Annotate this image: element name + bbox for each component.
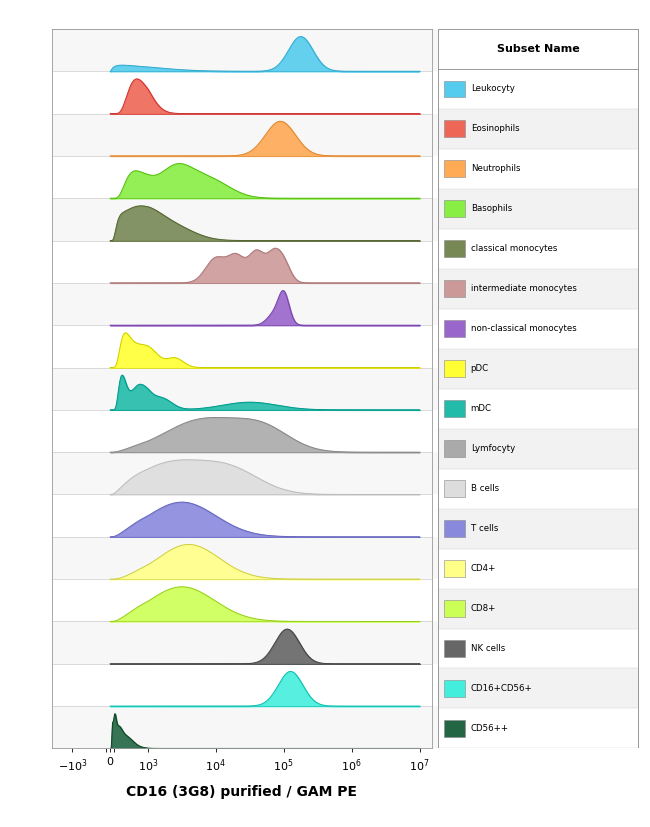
Bar	[438, 709, 638, 748]
Bar	[52, 495, 508, 537]
Text: Lymfocyty: Lymfocyty	[471, 444, 515, 453]
Bar	[52, 367, 508, 410]
Bar	[444, 320, 465, 337]
Text: B cells: B cells	[471, 484, 499, 493]
Bar	[444, 80, 465, 98]
Bar	[52, 29, 508, 71]
Bar	[52, 706, 508, 748]
Bar	[438, 269, 638, 308]
Text: Neutrophils: Neutrophils	[471, 165, 520, 174]
Bar	[444, 560, 465, 577]
Bar	[438, 189, 638, 229]
Bar	[438, 229, 638, 269]
Bar	[52, 156, 508, 198]
Bar	[444, 640, 465, 657]
Bar	[438, 589, 638, 629]
Bar	[438, 149, 638, 189]
Bar	[438, 349, 638, 389]
Bar	[444, 720, 465, 737]
Bar	[52, 283, 508, 325]
Text: classical monocytes: classical monocytes	[471, 244, 557, 253]
Bar	[52, 113, 508, 156]
Text: NK cells: NK cells	[471, 644, 505, 653]
Text: CD56++: CD56++	[471, 724, 509, 733]
Bar	[438, 308, 638, 349]
Bar	[52, 452, 508, 495]
Bar	[52, 71, 508, 113]
Text: Eosinophils: Eosinophils	[471, 124, 519, 133]
Bar	[52, 410, 508, 452]
Text: mDC: mDC	[471, 404, 491, 414]
Bar	[444, 160, 465, 177]
Bar	[438, 548, 638, 589]
Bar	[52, 241, 508, 283]
Bar	[444, 680, 465, 697]
Text: Subset Name: Subset Name	[497, 44, 579, 54]
Bar	[438, 109, 638, 149]
Text: pDC: pDC	[471, 364, 489, 373]
Bar	[444, 440, 465, 457]
Text: CD8+: CD8+	[471, 604, 496, 613]
Bar	[438, 69, 638, 109]
X-axis label: CD16 (3G8) purified / GAM PE: CD16 (3G8) purified / GAM PE	[126, 785, 358, 799]
Bar	[444, 121, 465, 137]
Bar	[444, 200, 465, 218]
Bar	[438, 389, 638, 428]
Bar	[438, 29, 638, 69]
Text: intermediate monocytes: intermediate monocytes	[471, 284, 577, 294]
Bar	[438, 428, 638, 469]
Bar	[444, 280, 465, 297]
Text: Basophils: Basophils	[471, 204, 512, 213]
Text: CD4+: CD4+	[471, 564, 496, 573]
Bar	[52, 325, 508, 367]
Text: T cells: T cells	[471, 524, 498, 533]
Bar	[52, 198, 508, 241]
Bar	[438, 469, 638, 509]
Bar	[444, 520, 465, 537]
Bar	[52, 579, 508, 621]
Bar	[444, 241, 465, 257]
Bar	[52, 664, 508, 706]
Bar	[438, 509, 638, 548]
Bar	[438, 668, 638, 709]
Bar	[444, 480, 465, 497]
Text: Leukocyty: Leukocyty	[471, 84, 515, 93]
Bar	[444, 600, 465, 617]
Bar	[438, 629, 638, 668]
Bar	[444, 361, 465, 377]
Bar	[444, 400, 465, 417]
Text: non-classical monocytes: non-classical monocytes	[471, 324, 577, 333]
Text: CD16+CD56+: CD16+CD56+	[471, 684, 532, 693]
Bar	[52, 621, 508, 664]
Bar	[52, 537, 508, 579]
